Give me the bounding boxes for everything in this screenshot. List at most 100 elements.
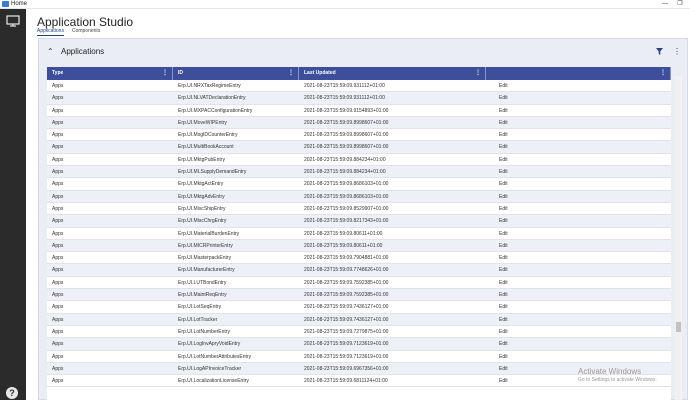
edit-link[interactable]: Edit: [499, 230, 508, 237]
cell-id: Erp.UI.MICRPrinterEntry: [178, 242, 233, 249]
table-row[interactable]: Apps Erp.UI.MaintReqEntry 2021-08-23T15:59…: [47, 289, 671, 302]
edit-link[interactable]: Edit: [499, 242, 508, 249]
cell-last-updated: 2021-08-23T15:59:09.8217343+01:00: [304, 218, 389, 225]
table-row[interactable]: Apps Erp.UI.MktgActEntry 2021-08-23T15:59:…: [47, 178, 671, 191]
table-row[interactable]: Apps Erp.UI.MktgPubEntry 2021-08-23T15:59:…: [47, 154, 671, 167]
edit-link[interactable]: Edit: [499, 328, 508, 335]
table-row[interactable]: Apps Erp.UI.ManufacturerEntry 2021-08-23T1…: [47, 264, 671, 277]
table-row[interactable]: Apps Erp.UI.MiscShipEntry 2021-08-23T15:59…: [47, 203, 671, 216]
edit-link[interactable]: Edit: [499, 205, 508, 212]
cell-id: Erp.UI.MktgPubEntry: [178, 156, 225, 163]
table-row[interactable]: Apps Erp.UI.MICRPrinterEntry 2021-08-23T15…: [47, 239, 671, 253]
vertical-scrollbar[interactable]: [675, 76, 682, 400]
edit-link[interactable]: Edit: [499, 181, 508, 188]
cell-type: Apps: [52, 193, 64, 200]
cell-type: Apps: [52, 181, 64, 188]
table-row[interactable]: Apps Erp.UI.LocalizationLicenseEntry 2021-…: [47, 375, 671, 388]
table-row[interactable]: Apps Erp.UI.LogInvApryVoidEntry 2021-08-23…: [47, 338, 671, 351]
table-row[interactable]: Apps Erp.UI.NRXTaxRegimeEntry 2021-08-23T1…: [47, 80, 671, 93]
table-row[interactable]: Apps Erp.UI.MLSupplyDemandEntry 2021-08-23…: [47, 166, 671, 179]
table-row[interactable]: Apps Erp.UI.LotNumberAttributesEntry 2021-…: [47, 351, 671, 363]
edit-link[interactable]: Edit: [499, 279, 508, 286]
table-row[interactable]: Apps Erp.UI.MaterialBurdenEntry 2021-08-23…: [47, 228, 671, 240]
column-menu-icon[interactable]: ⋮: [288, 70, 294, 76]
edit-link[interactable]: Edit: [499, 292, 508, 299]
edit-link[interactable]: Edit: [499, 169, 508, 176]
tab-bar: Applications Components: [37, 28, 100, 36]
scrollbar-thumb[interactable]: [676, 322, 681, 332]
filter-icon[interactable]: [656, 48, 663, 55]
edit-link[interactable]: Edit: [499, 365, 508, 372]
cell-last-updated: 2021-08-23T15:59:09.8998607+01:00: [304, 119, 389, 126]
tab-components[interactable]: Components: [71, 28, 101, 34]
edit-link[interactable]: Edit: [499, 107, 508, 114]
table-row[interactable]: Apps Erp.UI.MiscChrgEntry 2021-08-23T15:59…: [47, 215, 671, 228]
cell-last-updated: 2021-08-23T15:59:09.8686103+01:00: [304, 181, 389, 188]
cell-type: Apps: [52, 119, 64, 126]
cell-id: Erp.UI.MktgActEntry: [178, 181, 224, 188]
cell-id: Erp.UI.MXPACConfigurationEntry: [178, 107, 253, 114]
edit-link[interactable]: Edit: [499, 378, 508, 385]
edit-link[interactable]: Edit: [499, 267, 508, 274]
collapse-icon[interactable]: ⌃: [47, 47, 54, 56]
grid-body: Apps Erp.UI.NRXTaxRegimeEntry 2021-08-23T1…: [47, 80, 671, 388]
cell-type: Apps: [52, 267, 64, 274]
column-menu-icon[interactable]: ⋮: [660, 70, 666, 76]
edit-link[interactable]: Edit: [499, 218, 508, 225]
cell-type: Apps: [52, 218, 64, 225]
restore-button[interactable]: ❐: [677, 1, 683, 7]
edit-link[interactable]: Edit: [499, 83, 508, 89]
table-row[interactable]: Apps Erp.UI.LogAPInvoiceTracker 2021-08-23…: [47, 362, 671, 376]
column-header-type[interactable]: Type ⋮: [47, 67, 173, 80]
column-menu-icon[interactable]: ⋮: [475, 70, 481, 76]
column-menu-icon[interactable]: ⋮: [162, 70, 168, 76]
cell-type: Apps: [52, 230, 64, 237]
help-icon[interactable]: ?: [6, 387, 18, 399]
table-row[interactable]: Apps Erp.UI.MXPACConfigurationEntry 2021-0…: [47, 105, 671, 117]
cell-type: Apps: [52, 83, 64, 89]
column-header-id[interactable]: ID ⋮: [173, 67, 299, 80]
table-row[interactable]: Apps Erp.UI.LotNumberEntry 2021-08-23T15:5…: [47, 326, 671, 339]
table-row[interactable]: Apps Erp.UI.MultiBookAccount 2021-08-23T15…: [47, 141, 671, 154]
table-row[interactable]: Apps Erp.UI.MsgIDCounterEntry 2021-08-23T1…: [47, 129, 671, 142]
table-row[interactable]: Apps Erp.UI.MasterpackEntry 2021-08-23T15:…: [47, 252, 671, 265]
table-row[interactable]: Apps Erp.UI.LUTBondEntry 2021-08-23T15:59:…: [47, 277, 671, 290]
table-row[interactable]: Apps Erp.UI.NLVATDeclarationEntry 2021-08-…: [47, 92, 671, 105]
cell-id: Erp.UI.NRXTaxRegimeEntry: [178, 83, 241, 89]
cell-last-updated: 2021-08-23T15:59:09.8686103+01:00: [304, 193, 389, 200]
edit-link[interactable]: Edit: [499, 353, 508, 360]
grid-header: Type ⋮ ID ⋮ Last Updated ⋮ ⋮: [47, 67, 671, 80]
edit-link[interactable]: Edit: [499, 95, 508, 102]
cell-last-updated: 2021-08-23T15:59:09.7904881+01:00: [304, 255, 389, 262]
cell-id: Erp.UI.MoveWIPEntry: [178, 119, 227, 126]
cell-type: Apps: [52, 365, 64, 372]
edit-link[interactable]: Edit: [499, 341, 508, 348]
cell-id: Erp.UI.MktgAdvEntry: [178, 193, 225, 200]
edit-link[interactable]: Edit: [499, 132, 508, 139]
edit-link[interactable]: Edit: [499, 255, 508, 262]
edit-link[interactable]: Edit: [499, 193, 508, 200]
monitor-icon[interactable]: [6, 15, 20, 27]
cell-id: Erp.UI.LotNumberEntry: [178, 328, 230, 335]
edit-link[interactable]: Edit: [499, 119, 508, 126]
edit-link[interactable]: Edit: [499, 316, 508, 323]
minimize-button[interactable]: —: [662, 1, 668, 7]
tab-applications[interactable]: Applications: [37, 28, 64, 36]
cell-id: Erp.UI.MiscShipEntry: [178, 205, 226, 212]
edit-link[interactable]: Edit: [499, 304, 508, 311]
activation-watermark: Activate Windows Go to Settings to activ…: [578, 367, 657, 383]
more-options-icon[interactable]: ⋮: [673, 47, 681, 56]
cell-last-updated: 2021-08-23T15:59:09.7123619+01:00: [304, 353, 389, 360]
table-row[interactable]: Apps Erp.UI.MoveWIPEntry 2021-08-23T15:59:…: [47, 116, 671, 130]
table-row[interactable]: Apps Erp.UI.LotSeqEntry 2021-08-23T15:59:0…: [47, 301, 671, 314]
column-header-last-updated[interactable]: Last Updated ⋮: [299, 67, 486, 80]
table-row[interactable]: Apps Erp.UI.MktgAdvEntry 2021-08-23T15:59:…: [47, 190, 671, 203]
column-header-label: Last Updated: [304, 70, 336, 76]
cell-last-updated: 2021-08-23T15:59:09.7748626+01:00: [304, 267, 389, 274]
cell-last-updated: 2021-08-23T15:59:09.931112+01:00: [304, 83, 385, 89]
column-header-actions[interactable]: ⋮: [486, 67, 671, 80]
edit-link[interactable]: Edit: [499, 144, 508, 151]
cell-last-updated: 2021-08-23T15:59:09.8998607+01:00: [304, 132, 389, 139]
table-row[interactable]: Apps Erp.UI.LotTracker 2021-08-23T15:59:09…: [47, 313, 671, 326]
edit-link[interactable]: Edit: [499, 156, 508, 163]
